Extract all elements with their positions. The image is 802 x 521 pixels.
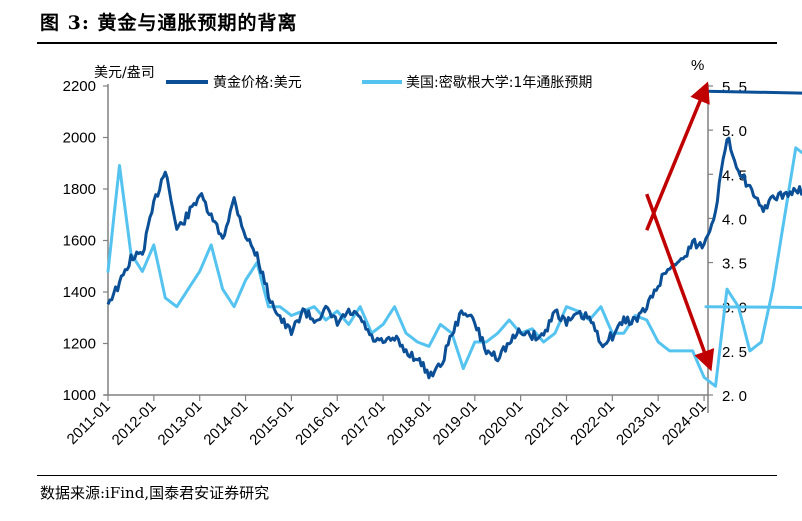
left-tick-label: 2200 — [63, 78, 96, 95]
right-tick-label: 3. 5 — [722, 256, 747, 273]
x-tick-label: 2013-01 — [155, 398, 206, 449]
x-tick-label: 2024-01 — [659, 398, 710, 449]
left-tick-label: 1800 — [63, 181, 96, 198]
x-tick-label: 2016-01 — [292, 398, 343, 449]
axes: 2200 2000 1800 1600 1400 1200 1000 5. 5 5. 0 4. 5… — [63, 78, 747, 449]
left-tick-label: 1600 — [63, 233, 96, 250]
right-tick-label: 4. 0 — [722, 211, 747, 228]
x-tick-label: 2012-01 — [109, 398, 160, 449]
annotations — [645, 81, 715, 372]
legend-label-gold: 黄金价格:美元 — [213, 74, 302, 91]
left-tick-label: 1000 — [63, 387, 96, 404]
legend-label-inflation: 美国:密歇根大学:1年通胀预期 — [406, 74, 592, 91]
source-note: 数据来源:iFind,国泰君安证券研究 — [40, 484, 270, 502]
right-tick-label: 2. 5 — [722, 344, 747, 361]
x-tick-label: 2015-01 — [246, 398, 297, 449]
x-tick-label: 2020-01 — [476, 398, 527, 449]
x-tick-label: 2021-01 — [521, 398, 572, 449]
series-layer — [106, 89, 802, 388]
left-tick-label: 1400 — [63, 284, 96, 301]
left-axis-unit-label: 美元/盎司 — [94, 65, 155, 81]
x-tick-label: 2018-01 — [384, 398, 435, 449]
trend-arrow-down — [645, 193, 715, 372]
labels: 美元/盎司 % — [94, 57, 704, 81]
x-tick-label: 2019-01 — [430, 398, 481, 449]
x-tick-label: 2011-01 — [64, 398, 114, 448]
x-tick-label: 2023-01 — [613, 398, 664, 449]
top-rule — [37, 42, 777, 44]
series-line-inflation — [106, 146, 802, 388]
right-axis-unit-label: % — [691, 57, 704, 74]
legend: 黄金价格:美元 美国:密歇根大学:1年通胀预期 — [166, 74, 592, 91]
x-tick-label: 2022-01 — [567, 398, 618, 449]
right-tick-label: 4. 5 — [722, 167, 747, 184]
right-tick-label: 5. 5 — [722, 79, 747, 96]
series-line-gold — [106, 89, 802, 380]
right-tick-label: 2. 0 — [722, 388, 747, 405]
left-tick-label: 1200 — [63, 336, 96, 353]
left-tick-label: 2000 — [63, 130, 96, 147]
bottom-rule — [37, 475, 777, 476]
figure-title: 图 3: 黄金与通胀预期的背离 — [40, 12, 298, 34]
x-tick-label: 2014-01 — [200, 398, 251, 449]
x-tick-label: 2017-01 — [338, 398, 389, 449]
trend-arrow-up — [645, 81, 710, 231]
right-tick-label: 5. 0 — [722, 123, 747, 140]
